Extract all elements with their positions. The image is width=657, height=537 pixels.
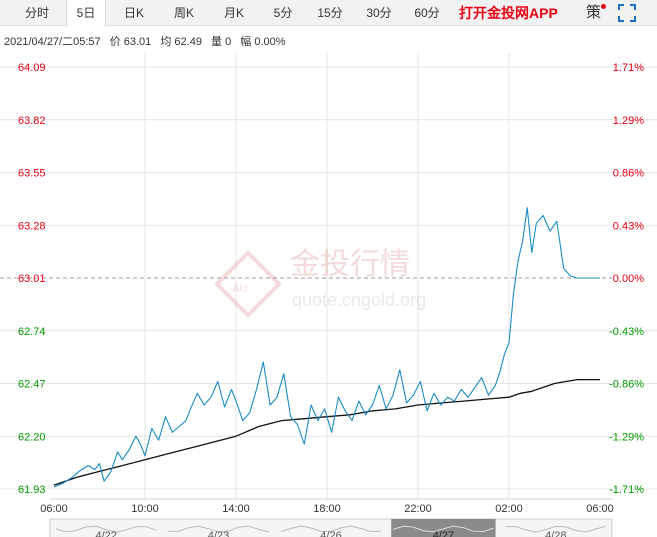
percent-tick-label: -0.43%	[609, 326, 644, 338]
percent-tick-label: -0.86%	[609, 379, 644, 391]
price-tick-label: 63.01	[18, 273, 46, 285]
navigator-sparkline	[505, 525, 607, 533]
price-tick-label: 64.09	[18, 62, 46, 74]
average-line	[53, 378, 600, 486]
fullscreen-icon[interactable]	[618, 4, 636, 22]
tab-5day[interactable]: 5日	[66, 0, 106, 27]
open-app-link[interactable]: 打开金投网APP	[459, 5, 558, 21]
time-tick-label: 02:00	[495, 503, 523, 515]
series-layer	[53, 207, 600, 488]
navigator-sparkline	[393, 525, 494, 533]
time-tick-label: 10:00	[131, 503, 159, 515]
quote-price: 价 63.01	[109, 36, 152, 48]
date-navigator[interactable]: 4/22 4/23 4/26 4/27 4/28	[49, 518, 613, 537]
price-axis: 64.09 63.82 63.55 63.28 63.01 62.74 62.47 62.20…	[18, 62, 46, 496]
price-tick-label: 62.74	[18, 326, 46, 338]
navigator-selection	[391, 519, 496, 537]
quote-change: 幅 0.00%	[240, 36, 286, 48]
percent-axis: 1.71% 1.29% 0.86% 0.43% 0.00% -0.43% -0.86% -1.…	[609, 62, 644, 496]
percent-tick-label: 0.00%	[613, 273, 644, 285]
percent-tick-label: -1.29%	[609, 431, 644, 443]
tab-monthly-k[interactable]: 月K	[223, 6, 244, 20]
watermark-url: quote.cngold.org	[292, 290, 426, 310]
tab-intraday[interactable]: 分时	[24, 6, 49, 20]
time-tick-label: 14:00	[222, 503, 250, 515]
tab-5min[interactable]: 5分	[273, 6, 293, 20]
navigator-sparkline	[55, 525, 157, 533]
price-line	[53, 207, 600, 488]
price-tick-label: 63.82	[18, 115, 46, 127]
navigator-date-label: 4/26	[320, 530, 341, 537]
cngold-watermark: AU 金投行情 quote.cngold.org	[214, 247, 426, 318]
quote-datetime: 2021/04/27/二05:57	[4, 36, 101, 48]
tab-weekly-k[interactable]: 周K	[173, 6, 194, 20]
period-tab-bar: 分时 5日 日K 周K 月K 5分 15分 30分 60分 打开金投网APP 策	[0, 0, 657, 27]
price-tick-label: 61.93	[18, 484, 46, 496]
tab-15min[interactable]: 15分	[317, 6, 343, 20]
percent-tick-label: -1.71%	[609, 484, 644, 496]
price-tick-label: 62.20	[18, 431, 46, 443]
navigator-date-label: 4/22	[95, 530, 116, 537]
price-tick-label: 63.55	[18, 168, 46, 180]
percent-tick-label: 0.43%	[613, 220, 644, 232]
percent-tick-label: 0.86%	[613, 168, 644, 180]
svg-text:AU: AU	[232, 283, 247, 295]
watermark-title: 金投行情	[290, 247, 410, 282]
percent-tick-label: 1.29%	[613, 115, 644, 127]
navigator-date-label: 4/28	[545, 530, 566, 537]
time-axis: 06:00 10:00 14:00 18:00 22:00 02:00 06:00	[40, 503, 614, 515]
time-tick-label: 18:00	[313, 503, 341, 515]
five-day-price-chart: AU 金投行情 quote.cngold.org 64.09 63.82 63.55…	[0, 52, 657, 537]
price-tick-label: 63.28	[18, 220, 46, 232]
strategy-button[interactable]: 策	[586, 4, 602, 21]
navigator-date-label: 4/23	[208, 530, 229, 537]
quote-average: 均 62.49	[160, 36, 202, 48]
navigator-sparkline	[168, 525, 269, 533]
time-tick-label: 06:00	[40, 503, 68, 515]
quote-volume: 量 0	[211, 36, 232, 48]
quote-info-bar: 2021/04/27/二05:57 价 63.01 均 62.49 量 0 幅 …	[4, 33, 292, 49]
time-tick-label: 22:00	[404, 503, 432, 515]
percent-tick-label: 1.71%	[613, 62, 644, 74]
tab-60min[interactable]: 60分	[414, 6, 440, 20]
tab-daily-k[interactable]: 日K	[123, 6, 144, 20]
chart-grid	[0, 52, 657, 500]
time-tick-label: 06:00	[586, 503, 614, 515]
tab-30min[interactable]: 30分	[366, 6, 392, 20]
navigator-sparkline	[280, 525, 382, 533]
navigator-date-label: 4/27	[433, 530, 454, 537]
notification-dot	[601, 4, 606, 9]
price-tick-label: 62.47	[18, 379, 46, 391]
watermark-logo-icon	[214, 250, 282, 318]
